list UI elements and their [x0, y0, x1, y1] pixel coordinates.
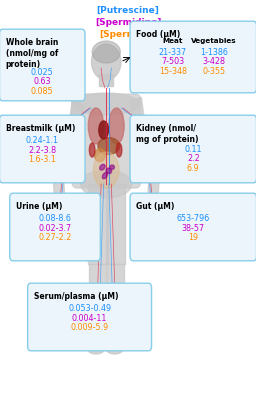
Text: 38-57: 38-57: [182, 224, 205, 233]
Text: Urine (μM): Urine (μM): [16, 202, 62, 211]
Ellipse shape: [81, 170, 132, 198]
Ellipse shape: [106, 168, 112, 174]
Ellipse shape: [109, 108, 124, 144]
Text: Gut (μM): Gut (μM): [136, 202, 175, 211]
Ellipse shape: [87, 342, 105, 354]
Text: Breastmilk (μM): Breastmilk (μM): [6, 124, 75, 133]
Bar: [52, 155, 65, 208]
Text: 0.004-11: 0.004-11: [72, 314, 107, 322]
FancyBboxPatch shape: [130, 115, 256, 183]
FancyBboxPatch shape: [72, 94, 141, 188]
Text: 0.27-2.2: 0.27-2.2: [38, 233, 72, 242]
Text: 0.009-5.9: 0.009-5.9: [70, 323, 109, 332]
Ellipse shape: [100, 164, 105, 170]
Text: [Spermidine]: [Spermidine]: [95, 18, 161, 27]
Text: Whole brain
(nmol/mg of
protein): Whole brain (nmol/mg of protein): [6, 38, 58, 69]
Ellipse shape: [98, 138, 120, 154]
Bar: [130, 97, 148, 152]
Ellipse shape: [92, 41, 120, 63]
Text: 0-355: 0-355: [202, 67, 225, 76]
Ellipse shape: [102, 172, 108, 179]
Text: 0.085: 0.085: [31, 87, 54, 96]
Bar: [65, 101, 83, 156]
Ellipse shape: [73, 93, 140, 115]
Ellipse shape: [93, 152, 119, 188]
Text: 0.63: 0.63: [34, 77, 51, 86]
Text: 2.2-3.8: 2.2-3.8: [28, 146, 56, 154]
Bar: [106, 184, 125, 264]
Text: 0.025: 0.025: [31, 68, 54, 77]
Text: 3-428: 3-428: [202, 57, 225, 66]
FancyBboxPatch shape: [0, 29, 85, 101]
Ellipse shape: [106, 342, 124, 354]
Text: 1.6-3.1: 1.6-3.1: [28, 155, 56, 164]
Text: 0.24-1.1: 0.24-1.1: [26, 136, 59, 145]
Text: 19: 19: [188, 233, 198, 242]
Text: Serum/plasma (μM): Serum/plasma (μM): [34, 292, 118, 301]
Bar: [89, 264, 106, 340]
Text: 7-503: 7-503: [161, 57, 184, 66]
Ellipse shape: [99, 121, 109, 139]
Ellipse shape: [89, 143, 95, 157]
FancyBboxPatch shape: [130, 21, 256, 93]
Text: 0.02-3.7: 0.02-3.7: [38, 224, 72, 233]
Ellipse shape: [94, 149, 105, 162]
Text: Kidney (nmol/
mg of protein): Kidney (nmol/ mg of protein): [136, 124, 199, 144]
Text: 6.9: 6.9: [187, 164, 200, 173]
Ellipse shape: [110, 165, 114, 170]
FancyBboxPatch shape: [130, 193, 256, 261]
Text: [Putrescine]: [Putrescine]: [97, 6, 159, 15]
FancyBboxPatch shape: [28, 283, 152, 351]
Text: Vegetables: Vegetables: [191, 38, 237, 44]
FancyBboxPatch shape: [10, 193, 100, 261]
Ellipse shape: [88, 108, 104, 144]
Ellipse shape: [147, 210, 157, 222]
Bar: [99, 74, 113, 86]
Text: Food (μM): Food (μM): [136, 30, 180, 39]
Text: 21-337: 21-337: [159, 48, 187, 57]
Bar: [147, 156, 160, 209]
FancyBboxPatch shape: [0, 115, 85, 183]
Text: 653-796: 653-796: [177, 214, 210, 223]
Ellipse shape: [116, 143, 122, 157]
Text: 2.2: 2.2: [187, 154, 200, 163]
Text: 15-348: 15-348: [159, 67, 187, 76]
Text: 0.11: 0.11: [185, 145, 202, 154]
Ellipse shape: [54, 210, 64, 222]
Text: Meat: Meat: [163, 38, 183, 44]
Bar: [107, 264, 124, 340]
Bar: [88, 184, 108, 264]
Text: 1-1386: 1-1386: [200, 48, 228, 57]
Text: 0.053-0.49: 0.053-0.49: [68, 304, 111, 313]
Ellipse shape: [92, 44, 121, 80]
Text: 0.08-8.6: 0.08-8.6: [39, 214, 71, 223]
Text: [Spermine]: [Spermine]: [100, 30, 156, 39]
